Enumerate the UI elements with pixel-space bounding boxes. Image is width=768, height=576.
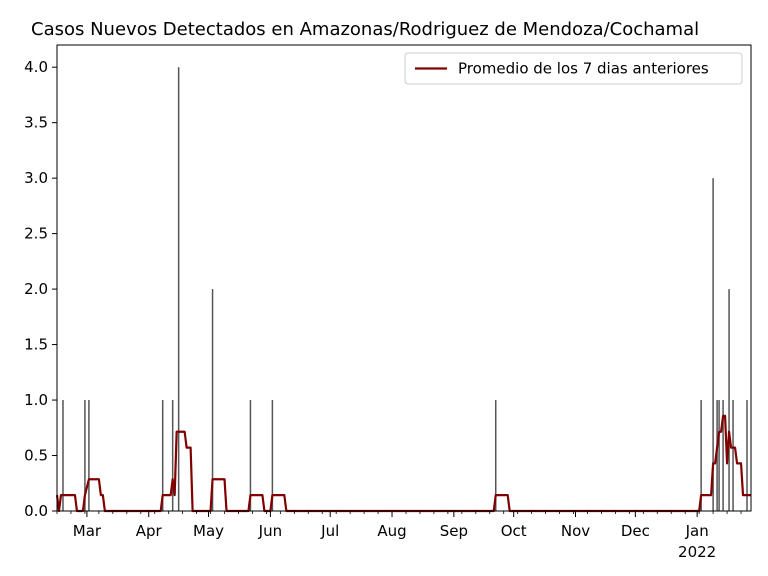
- bar: [271, 400, 274, 511]
- x-tick-label: Nov: [561, 522, 590, 540]
- y-tick-label: 3.0: [24, 169, 48, 187]
- bar: [712, 178, 714, 511]
- bar: [62, 400, 64, 511]
- x-tick-label: Jun: [258, 522, 282, 540]
- plot-frame: [56, 44, 752, 512]
- line-layer: [55, 414, 751, 513]
- x-tick-label: Jan: [685, 522, 709, 540]
- y-tick-label: 3.5: [24, 114, 48, 132]
- x-tick-label: Apr: [136, 522, 163, 540]
- x-tick-label: Jul: [320, 522, 339, 540]
- legend: Promedio de los 7 dias anteriores: [404, 52, 743, 85]
- bar: [728, 289, 730, 511]
- series-line: [55, 414, 751, 513]
- bar: [88, 400, 90, 511]
- bar: [732, 400, 734, 511]
- bar: [746, 400, 748, 511]
- bar: [161, 400, 164, 511]
- bar: [494, 400, 497, 511]
- bar: [700, 400, 702, 511]
- x-tick-label: Sep: [440, 522, 468, 540]
- y-tick-label: 0.0: [24, 502, 48, 520]
- legend-box: [404, 52, 743, 85]
- x-tick-label: Mar: [73, 522, 102, 540]
- bar: [84, 400, 86, 511]
- y-tick-label: 1.5: [24, 336, 48, 354]
- y-tick-label: 0.5: [24, 447, 48, 465]
- y-tick-label: 2.0: [24, 280, 48, 298]
- y-tick-label: 2.5: [24, 225, 48, 243]
- bar: [718, 400, 720, 511]
- chart-title: Casos Nuevos Detectados en Amazonas/Rodr…: [31, 19, 699, 40]
- bar: [722, 400, 724, 511]
- x-tick-year-label: 2022: [678, 543, 716, 561]
- y-tick-label: 4.0: [24, 58, 48, 76]
- x-tick-label: Oct: [501, 522, 527, 540]
- bars-layer: [62, 67, 748, 511]
- bar: [211, 289, 214, 511]
- legend-label: Promedio de los 7 dias anteriores: [458, 60, 709, 78]
- axes-layer: 0.0 0.5 1.0 1.5 2.0 2.5 3.0 3.5 4.0 Mar Apr May Jun J…: [24, 44, 752, 561]
- x-tick-label: May: [193, 522, 224, 540]
- y-tick-label: 1.0: [24, 391, 48, 409]
- x-tick-label: Dec: [621, 522, 650, 540]
- bar: [171, 400, 174, 511]
- x-tick-label: Aug: [377, 522, 406, 540]
- bar: [249, 400, 252, 511]
- bar: [177, 67, 180, 511]
